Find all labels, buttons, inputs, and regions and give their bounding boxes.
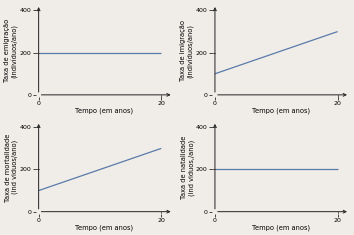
Y-axis label: Taxa de imigração
(indivíduos/ano): Taxa de imigração (indivíduos/ano) [181,20,195,81]
Y-axis label: Taxa de emigração
(indivíduos/ano): Taxa de emigração (indivíduos/ano) [4,19,18,82]
X-axis label: Tempo (em anos): Tempo (em anos) [252,224,310,231]
X-axis label: Tempo (em anos): Tempo (em anos) [75,108,133,114]
Y-axis label: Taxa de natalidade
(ind viduos,/ano): Taxa de natalidade (ind viduos,/ano) [181,136,195,199]
X-axis label: Tempo (em anos): Tempo (em anos) [75,224,133,231]
X-axis label: Tempo (em anos): Tempo (em anos) [252,108,310,114]
Y-axis label: Taxa de mortalidade
(ind viduos/ano): Taxa de mortalidade (ind viduos/ano) [5,133,18,202]
